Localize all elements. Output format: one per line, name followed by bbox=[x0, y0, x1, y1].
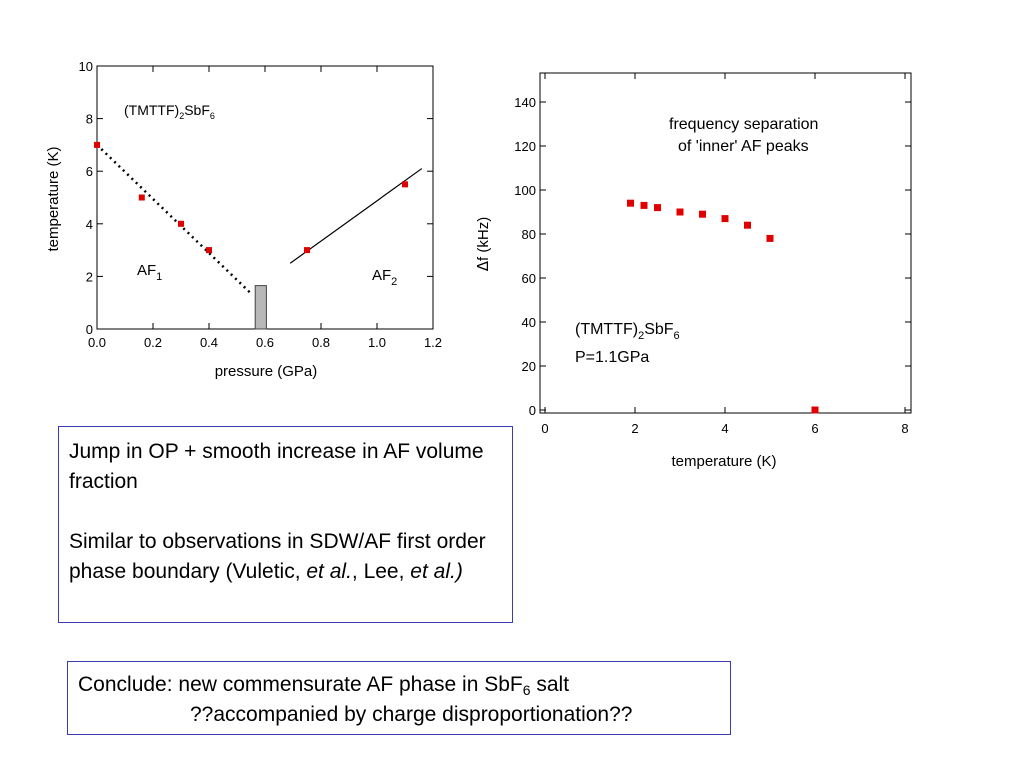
chart1-shaded-transition-region bbox=[254, 285, 267, 330]
chart2-data-point bbox=[811, 406, 819, 414]
chart2-annotation-line1: frequency separation bbox=[669, 116, 818, 133]
chart2-y-tick-label: 60 bbox=[522, 271, 536, 286]
chart1-y-tick-label: 4 bbox=[86, 217, 93, 232]
chart1-data-point bbox=[402, 181, 408, 188]
comparison-text-part1: Similar to observations in SDW/AF first … bbox=[69, 530, 486, 583]
chart2-x-axis-label: temperature (K) bbox=[671, 453, 776, 470]
chart1-lines bbox=[96, 144, 423, 330]
chart2-data-point bbox=[640, 201, 648, 209]
chart1-x-tick-label: 0.0 bbox=[88, 335, 106, 350]
chart1-x-tick-label: 0.4 bbox=[200, 335, 218, 350]
chart1-points bbox=[94, 141, 408, 254]
chart2-x-tick-label: 2 bbox=[631, 421, 638, 436]
chart1-data-point bbox=[94, 141, 100, 148]
chart2-annotation-line2: of 'inner' AF peaks bbox=[678, 138, 809, 155]
chart1-y-tick-label: 0 bbox=[86, 322, 93, 337]
chart2-y-tick-label: 20 bbox=[522, 359, 536, 374]
chart1-data-point bbox=[206, 247, 212, 254]
chart1-y-tick-label: 2 bbox=[86, 269, 93, 284]
chart2-x-tick-label: 6 bbox=[811, 421, 818, 436]
citation-et-al-1: et al. bbox=[306, 560, 352, 583]
chart2-y-axis-label: Δf (kHz) bbox=[474, 217, 492, 271]
chart2-data-point bbox=[676, 208, 684, 216]
chart2-y-tick-label: 40 bbox=[522, 315, 536, 330]
chart2-y-tick-label: 140 bbox=[514, 95, 536, 110]
citation-et-al-2: et al.) bbox=[410, 560, 463, 583]
chart1-y-tick-label: 10 bbox=[79, 59, 93, 74]
chart1-x-tick-label: 0.2 bbox=[144, 335, 162, 350]
chart1-x-tick-label: 1.2 bbox=[424, 335, 442, 350]
observation-text: Jump in OP + smooth increase in AF volum… bbox=[69, 440, 484, 493]
chart1-region-af2-label: AF2 bbox=[372, 267, 397, 288]
chart1-data-point bbox=[304, 247, 310, 254]
chart1-x-tick-label: 0.8 bbox=[312, 335, 330, 350]
chart2-data-point bbox=[654, 204, 661, 212]
conclusion-text-a: Conclude: new commensurate AF phase in S… bbox=[78, 673, 523, 696]
conclusion-subscript: 6 bbox=[522, 682, 531, 698]
chart1-data-point bbox=[138, 194, 145, 201]
chart2-data-point bbox=[699, 210, 706, 218]
chart1-y-tick-label: 8 bbox=[86, 112, 93, 127]
chart2-y-tick-label: 0 bbox=[529, 403, 536, 418]
chart1-compound-label: (TMTTF)2SbF6 bbox=[124, 102, 215, 121]
conclusion-text-b: salt bbox=[530, 673, 570, 696]
chart2-x-tick-label: 0 bbox=[541, 421, 548, 436]
chart2-pressure-label: P=1.1GPa bbox=[575, 349, 649, 366]
chart2-compound-label: (TMTTF)2SbF6 bbox=[575, 321, 680, 342]
chart1-solid-boundary-line bbox=[289, 168, 423, 264]
chart1-data-point bbox=[178, 220, 184, 227]
chart2-data-point bbox=[744, 221, 751, 229]
conclusion-line1: Conclude: new commensurate AF phase in S… bbox=[78, 670, 720, 700]
chart2-y-tick-label: 100 bbox=[514, 183, 536, 198]
chart2-data-point bbox=[721, 215, 729, 223]
chart1-y-tick-label: 6 bbox=[86, 164, 93, 179]
conclusion-box: Conclude: new commensurate AF phase in S… bbox=[67, 661, 731, 735]
chart1-x-tick-label: 1.0 bbox=[368, 335, 386, 350]
chart1-x-tick-label: 0.6 bbox=[256, 335, 274, 350]
chart2-points bbox=[627, 199, 819, 414]
chart2-y-tick-label: 120 bbox=[514, 139, 536, 154]
comparison-text: Similar to observations in SDW/AF first … bbox=[69, 527, 502, 587]
conclusion-line2: ??accompanied by charge disproportionati… bbox=[190, 703, 633, 726]
chart1-x-axis-label: pressure (GPa) bbox=[215, 363, 318, 380]
chart2-x-tick-label: 4 bbox=[721, 421, 728, 436]
chart1-y-axis-label: temperature (K) bbox=[45, 146, 62, 251]
chart2-x-tick-label: 8 bbox=[901, 421, 908, 436]
comparison-text-part2: , Lee, bbox=[351, 560, 411, 583]
chart1-region-af1-label: AF1 bbox=[137, 262, 162, 283]
observation-note-box: Jump in OP + smooth increase in AF volum… bbox=[58, 426, 513, 623]
chart2-data-point bbox=[627, 199, 634, 207]
chart2-y-tick-label: 80 bbox=[522, 227, 536, 242]
chart2-data-point bbox=[766, 234, 774, 242]
